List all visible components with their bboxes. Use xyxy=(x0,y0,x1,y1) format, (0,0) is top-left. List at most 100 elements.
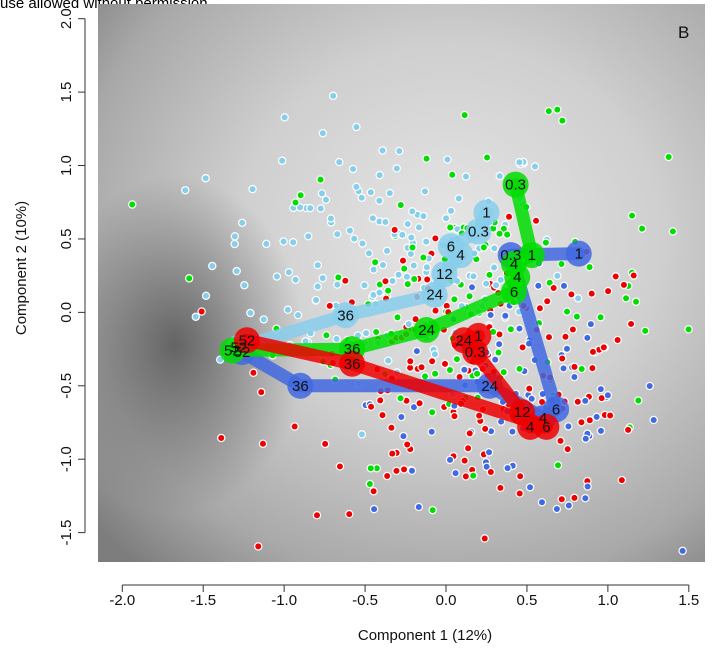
scatter-point-blue xyxy=(596,384,606,394)
scatter-point-green xyxy=(553,105,562,114)
scatter-point-lightblue xyxy=(280,113,289,122)
trajectory-node-red xyxy=(533,413,560,440)
timepoint-label-blue: 52 xyxy=(234,344,251,361)
scatter-point-blue xyxy=(592,412,601,422)
timepoint-label-lightblue: 12 xyxy=(436,266,453,283)
scatter-point-green xyxy=(422,154,431,163)
timepoint-label-red: 52 xyxy=(239,332,256,349)
scatter-point-red xyxy=(415,399,424,408)
scatter-point-lightblue xyxy=(230,232,240,241)
scatter-point-lightblue xyxy=(403,219,412,229)
scatter-point-blue xyxy=(649,415,658,425)
scatter-point-blue xyxy=(581,493,590,503)
scatter-point-red xyxy=(617,475,627,485)
timepoint-label-red: 4 xyxy=(526,419,534,436)
scatter-point-lightblue xyxy=(201,174,210,183)
scatter-point-lightblue xyxy=(402,272,412,281)
scatter-point-red xyxy=(417,363,426,372)
trajectory-node-lightblue xyxy=(447,242,474,269)
scatter-point-green xyxy=(366,464,375,473)
scatter-point-blue xyxy=(581,434,590,443)
scatter-point-lightblue xyxy=(284,268,294,277)
scatter-point-red xyxy=(603,286,613,296)
scatter-point-green xyxy=(410,274,419,284)
scatter-point-green xyxy=(448,170,457,179)
scatter-point-red xyxy=(585,416,594,425)
timepoint-label-red: 24 xyxy=(455,332,472,349)
scatter-point-lightblue xyxy=(441,214,451,223)
scatter-point-green xyxy=(408,243,417,252)
scatter-point-red xyxy=(197,307,206,316)
scatter-point-red xyxy=(378,410,387,420)
scatter-point-red xyxy=(388,449,397,458)
scatter-point-blue xyxy=(501,311,510,320)
scatter-point-lightblue xyxy=(335,157,344,167)
scatter-point-lightblue xyxy=(490,244,499,253)
scatter-point-lightblue xyxy=(404,319,413,329)
scatter-point-blue xyxy=(583,482,592,491)
timepoint-label-red: 36 xyxy=(344,356,361,373)
scatter-point-green xyxy=(631,297,641,306)
scatter-point-green xyxy=(420,372,430,381)
scatter-point-green xyxy=(396,394,405,403)
scatter-point-green xyxy=(450,295,459,304)
scatter-point-green xyxy=(502,230,512,239)
scatter-point-lightblue xyxy=(368,214,378,223)
timepoint-label-green: 4 xyxy=(510,256,518,273)
scatter-point-red xyxy=(544,332,554,342)
scatter-point-green xyxy=(479,243,488,252)
timepoint-label-lightblue: 4 xyxy=(456,247,464,264)
scatter-point-red xyxy=(422,275,432,284)
scatter-point-green xyxy=(430,369,440,378)
scatter-point-red xyxy=(549,283,558,293)
scatter-point-lightblue xyxy=(313,260,322,270)
scatter-point-lightblue xyxy=(430,350,440,359)
scatter-point-blue xyxy=(562,344,572,353)
scatter-point-green xyxy=(367,568,374,575)
scatter-point-lightblue xyxy=(328,91,338,101)
scatter-point-blue xyxy=(596,426,606,436)
scatter-point-green xyxy=(637,224,647,233)
scatter-point-blue xyxy=(508,427,517,436)
scatter-point-lightblue xyxy=(496,275,505,285)
scatter-point-lightblue xyxy=(259,315,268,324)
scatter-point-green xyxy=(371,327,381,337)
scatter-point-red xyxy=(626,319,636,329)
scatter-point-red xyxy=(249,368,258,377)
scatter-point-blue xyxy=(484,448,494,457)
scatter-point-green xyxy=(365,479,375,489)
scatter-point-lightblue xyxy=(469,272,478,281)
trajectory-node-red xyxy=(233,327,260,354)
scatter-point-lightblue xyxy=(317,189,327,198)
scatter-point-blue xyxy=(583,333,592,343)
scatter-point-lightblue xyxy=(422,237,431,246)
y-tick-label: 1.5 xyxy=(58,82,75,103)
scatter-point-green xyxy=(445,365,455,375)
scatter-point-lightblue xyxy=(348,164,358,174)
scatter-point-lightblue xyxy=(304,232,313,241)
scatter-point-red xyxy=(543,297,552,306)
scatter-point-red xyxy=(320,439,330,449)
trajectory-node-lightblue xyxy=(421,281,448,308)
scatter-point-red xyxy=(587,289,596,298)
scatter-point-lightblue xyxy=(230,239,239,249)
scatter-point-red xyxy=(573,397,582,406)
scatter-point-lightblue xyxy=(272,272,282,281)
scatter-point-lightblue xyxy=(306,203,315,213)
scatter-point-lightblue xyxy=(279,237,288,246)
timepoint-label-lightblue: 6 xyxy=(447,238,455,255)
scatter-point-red xyxy=(290,422,299,431)
scatter-point-blue xyxy=(645,381,654,391)
timepoint-label-blue: 4 xyxy=(539,410,547,427)
scatter-point-green xyxy=(544,106,553,116)
scatter-point-red xyxy=(556,436,565,446)
scatter-point-lightblue xyxy=(246,308,255,318)
scatter-point-lightblue xyxy=(553,271,562,281)
scatter-point-lightblue xyxy=(291,275,300,284)
scatter-point-red xyxy=(390,225,399,235)
scatter-point-lightblue xyxy=(316,204,325,213)
scatter-point-red xyxy=(535,304,545,313)
scatter-point-blue xyxy=(414,502,423,512)
scatter-point-lightblue xyxy=(293,310,303,320)
